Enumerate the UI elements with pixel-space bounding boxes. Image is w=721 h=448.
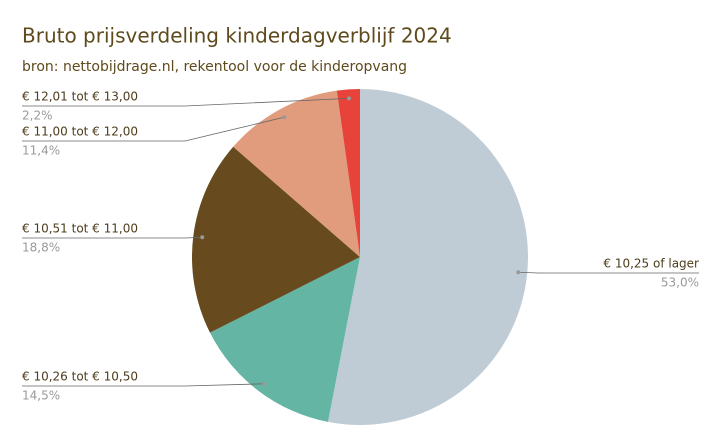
legend-label: € 11,00 tot € 12,00 xyxy=(22,125,138,139)
pie-slice xyxy=(209,257,360,422)
leader-line xyxy=(518,271,699,274)
legend-label: € 10,25 of lager xyxy=(603,257,699,271)
legend-label: € 10,51 tot € 11,00 xyxy=(22,222,138,236)
pie-slice xyxy=(191,146,360,333)
pie-slice xyxy=(336,89,360,257)
legend-label: € 10,26 tot € 10,50 xyxy=(22,370,138,384)
leader-line xyxy=(22,236,203,239)
legend-label: € 12,01 tot € 13,00 xyxy=(22,90,138,104)
leader-line xyxy=(22,383,265,387)
leader-dot xyxy=(200,235,205,240)
leader-line xyxy=(22,97,350,107)
leader-dot xyxy=(516,270,521,275)
leader-dot xyxy=(262,381,267,386)
chart-title: Bruto prijsverdeling kinderdagverblijf 2… xyxy=(22,24,452,48)
data-label: 53,0% xyxy=(661,276,699,290)
data-label: 18,8% xyxy=(22,241,60,255)
leader-dot xyxy=(347,96,352,101)
leader-line xyxy=(22,116,285,142)
data-label: 11,4% xyxy=(22,144,60,158)
chart-subtitle: bron: nettobijdrage.nl, rekentool voor d… xyxy=(22,59,407,75)
pie-slice xyxy=(327,89,528,426)
pie-slice xyxy=(233,90,360,257)
leader-dot xyxy=(282,115,287,120)
data-label: 2,2% xyxy=(22,109,53,123)
data-label: 14,5% xyxy=(22,389,60,403)
